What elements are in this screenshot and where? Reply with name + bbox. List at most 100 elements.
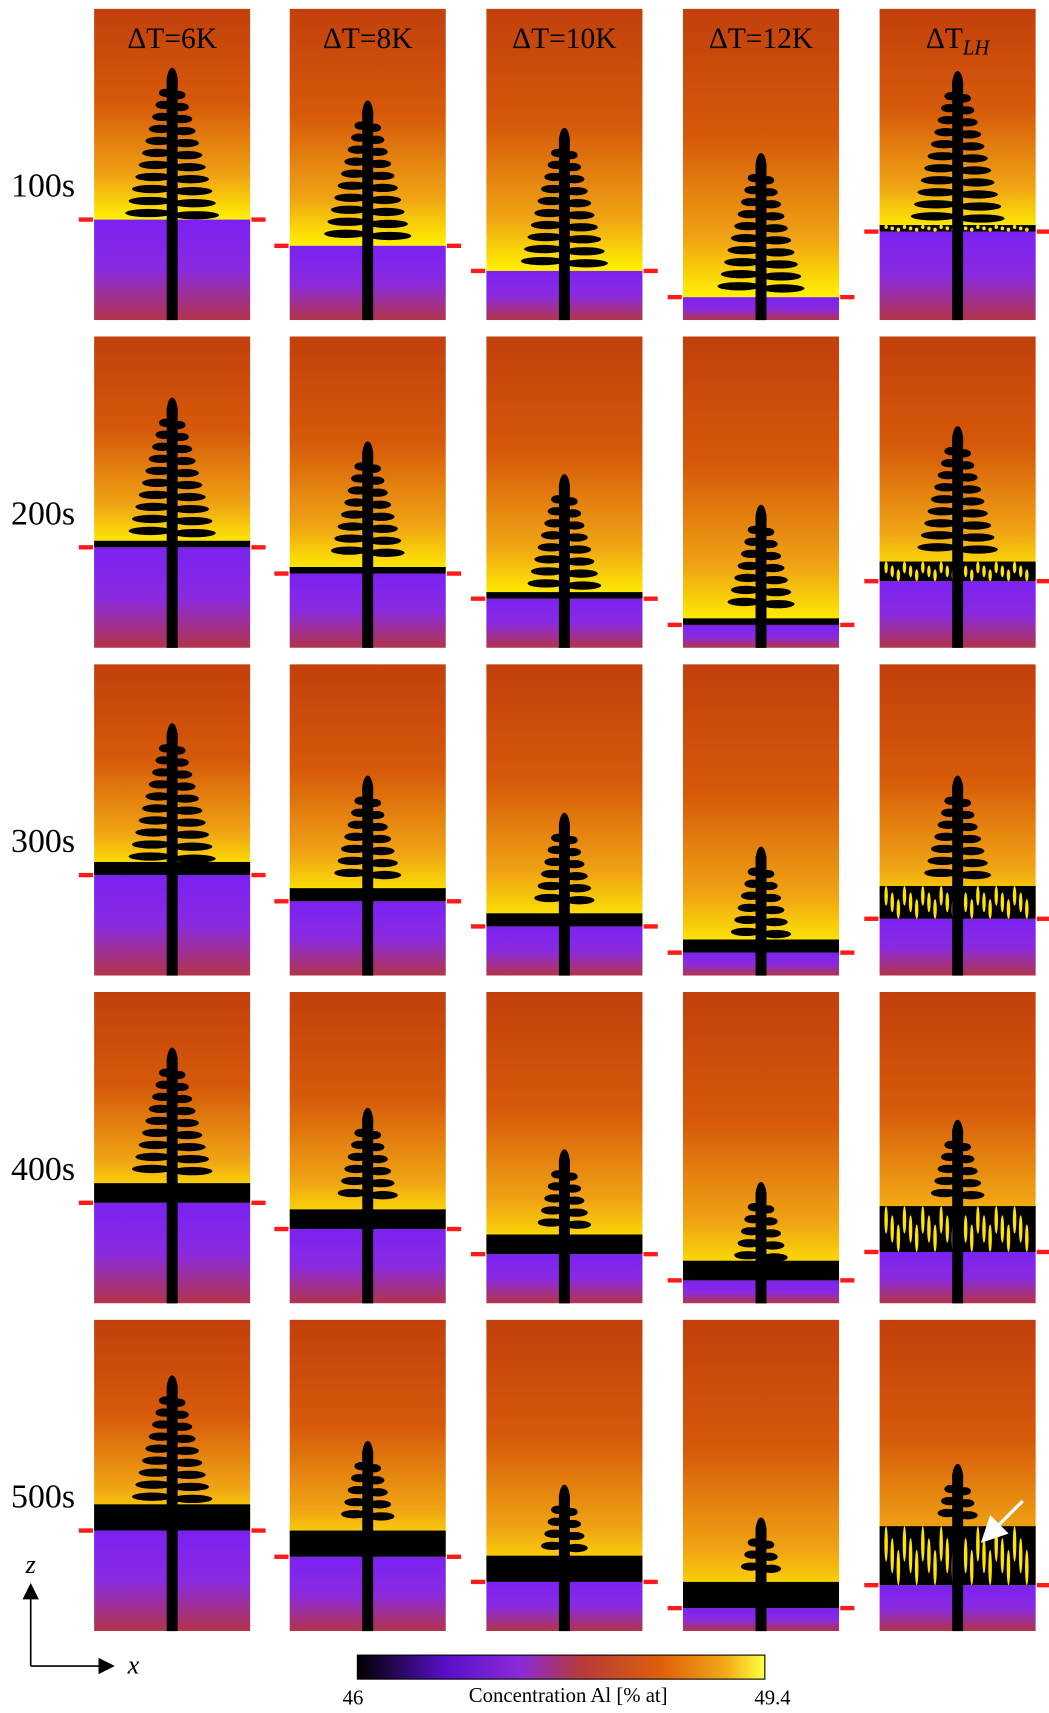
dendrite-arm — [128, 852, 173, 861]
dendrite-arm — [158, 418, 173, 427]
dendrite-arm — [564, 497, 578, 506]
liquid-channel — [908, 892, 913, 913]
liquid-channel — [939, 225, 943, 229]
simulation-panel — [94, 991, 251, 1304]
dendrite-arm — [761, 1564, 782, 1573]
dendrite-tip — [166, 1047, 178, 1077]
dendrite-arm — [761, 188, 778, 197]
liquid-channel — [933, 569, 937, 582]
dendrite-arm — [761, 212, 785, 221]
dendrite-arm — [920, 531, 958, 540]
liquid-channel — [1018, 226, 1023, 231]
dendrite-arm — [340, 844, 368, 854]
dendrite-arm — [344, 832, 368, 841]
liquid-channel — [982, 1215, 986, 1243]
dendrite-tip — [362, 1440, 374, 1470]
liquid-channel — [890, 892, 894, 913]
dendrite-arm — [744, 879, 762, 888]
dendrite-arm — [727, 246, 762, 255]
liquid-channel — [970, 227, 974, 232]
dendrite-arm — [172, 794, 199, 803]
dendrite-arm — [131, 1492, 173, 1501]
dendrite-arm — [957, 1142, 971, 1152]
simulation-panel — [289, 664, 446, 976]
liquid-channel — [896, 227, 901, 232]
liquid-channel — [1000, 892, 1005, 913]
dendrite-arm — [524, 244, 565, 254]
dendrite-trunk — [362, 110, 374, 321]
dendrite-arm — [367, 183, 398, 193]
dendrite-tip — [755, 152, 767, 182]
dendrite-arm — [761, 1552, 778, 1561]
dendrite-arm — [367, 488, 388, 497]
liquid-channel — [908, 1537, 913, 1574]
liquid-channel — [884, 561, 888, 574]
dendrite-arm — [367, 834, 392, 844]
liquid-channel — [896, 899, 901, 919]
dendrite-arm — [564, 509, 582, 518]
dendrite-arm — [172, 1458, 203, 1467]
liquid-channel — [890, 1215, 894, 1243]
dendrite-tip — [755, 846, 767, 876]
dendrite-arm — [747, 867, 762, 876]
dendrite-arm — [172, 504, 210, 514]
dendrite-arm — [564, 1220, 592, 1229]
dendrite-arm — [534, 555, 565, 564]
liquid-channel — [1018, 1215, 1023, 1243]
dendrite-arm — [172, 1470, 206, 1479]
dendrite-arm — [564, 1543, 588, 1553]
liquid-channel — [945, 1537, 950, 1574]
liquid-channel — [988, 227, 992, 232]
dendrite-arm — [957, 822, 978, 832]
dendrite-arm — [761, 527, 775, 537]
dendrite-arm — [957, 449, 971, 458]
dendrite-arm — [551, 1505, 565, 1514]
liquid-channel — [1000, 565, 1005, 578]
dendrite-arm — [944, 447, 958, 456]
liquid-channel — [1025, 899, 1029, 919]
column-header: ΔT=12K — [709, 23, 813, 55]
dendrite-arm — [128, 526, 173, 536]
dendrite-tip — [558, 1149, 570, 1178]
dendrite-arm — [534, 208, 565, 218]
dendrite-tip — [166, 723, 178, 752]
dendrite-arm — [172, 1434, 196, 1443]
dendrite-trunk — [362, 1450, 374, 1632]
dendrite-arm — [145, 792, 173, 801]
dendrite-arm — [172, 138, 199, 148]
dendrite-arm — [367, 536, 402, 545]
dendrite-trunk — [952, 80, 964, 321]
column-header: ΔT=10K — [512, 23, 616, 55]
simulation-panel — [682, 664, 840, 976]
dendrite-arm — [540, 1541, 565, 1551]
dendrite-trunk — [166, 1057, 178, 1304]
dendrite-arm — [520, 256, 565, 266]
dendrite-tip — [558, 1484, 570, 1514]
liquid-channel — [1012, 225, 1017, 229]
liquid-channel — [921, 225, 925, 229]
dendrite-arm — [148, 454, 173, 463]
liquid-channel — [933, 899, 937, 919]
dendrite-arm — [547, 1517, 565, 1526]
dendrite-arm — [367, 1476, 385, 1485]
dendrite-arm — [340, 1510, 368, 1519]
dendrite-arm — [142, 1128, 173, 1138]
dendrite-arm — [537, 1218, 565, 1227]
simulation-panel — [486, 991, 643, 1304]
liquid-channel — [927, 892, 931, 913]
dendrite-arm — [172, 187, 213, 196]
dendrite-arm — [761, 1229, 782, 1238]
liquid-channel — [939, 1526, 943, 1562]
dendrite-arm — [924, 519, 958, 528]
dendrite-trunk — [755, 514, 767, 648]
dendrite-arm — [957, 509, 988, 518]
liquid-channel — [963, 892, 968, 913]
dendrite-arm — [957, 142, 985, 151]
dendrite-arm — [158, 88, 173, 98]
liquid-channel — [976, 225, 980, 229]
dendrite-arm — [540, 184, 565, 194]
dendrite-arm — [564, 872, 588, 881]
liquid-channel — [976, 1526, 980, 1562]
simulation-panel — [94, 1319, 251, 1632]
